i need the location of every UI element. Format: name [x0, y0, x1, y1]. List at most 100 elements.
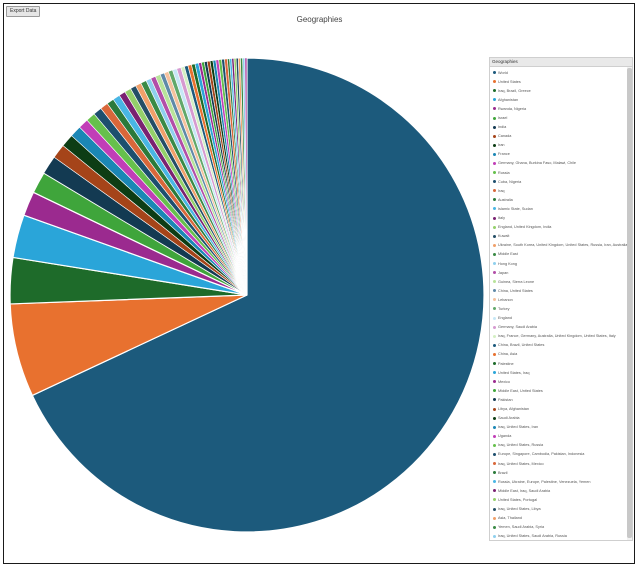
legend-item[interactable]: Mexico: [490, 377, 632, 386]
legend-item[interactable]: Middle East, United States: [490, 386, 632, 395]
legend-item[interactable]: China, Brazil, United States: [490, 341, 632, 350]
legend-item[interactable]: Kuwait: [490, 232, 632, 241]
legend-label: Iraq, United States, Russia: [498, 443, 544, 448]
legend-item[interactable]: United States, Portugal: [490, 495, 632, 504]
legend-swatch: [493, 171, 496, 175]
legend-label: Iraq, United States, Mexico: [498, 461, 544, 466]
legend-item[interactable]: Iraq, United States, Russia: [490, 441, 632, 450]
legend-label: England: [498, 316, 512, 321]
legend-swatch: [493, 371, 496, 375]
legend-item[interactable]: Europe, Singapore, Cambodia, Pakistan, I…: [490, 450, 632, 459]
legend-item[interactable]: Saudi Arabia: [490, 414, 632, 423]
legend-item[interactable]: Yemen, Saudi Arabia, Syria: [490, 523, 632, 532]
legend-swatch: [493, 189, 496, 193]
legend-swatch: [493, 180, 496, 184]
legend-item[interactable]: Pakistan: [490, 395, 632, 404]
legend-item[interactable]: Islamic State, Sudan: [490, 204, 632, 213]
legend-item[interactable]: Iraq, United States, Mexico: [490, 459, 632, 468]
legend-item[interactable]: Rwanda, Nigeria: [490, 104, 632, 113]
legend-item[interactable]: World: [490, 68, 632, 77]
legend-label: Germany, Ghana, Burkina Faso, Malawi, Ch…: [498, 161, 577, 166]
legend-label: Iraq, Brazil, Greece: [498, 88, 531, 93]
legend-item[interactable]: Asia, Thailand: [490, 514, 632, 523]
legend-item[interactable]: England: [490, 314, 632, 323]
legend-item[interactable]: Turkey: [490, 304, 632, 313]
legend-label: Kuwait: [498, 234, 510, 239]
legend-swatch: [493, 198, 496, 202]
legend-item[interactable]: Brazil: [490, 468, 632, 477]
legend-label: United States, Portugal: [498, 497, 538, 502]
legend-swatch: [493, 362, 496, 366]
legend-label: Libya, Afghanistan: [498, 407, 530, 412]
legend-label: China, Asia: [498, 352, 518, 357]
legend-item[interactable]: Italy: [490, 214, 632, 223]
legend-panel: Geographies World United States Iraq, Braz…: [489, 57, 633, 541]
legend-label: Islamic State, Sudan: [498, 206, 533, 211]
legend-swatch: [493, 107, 496, 111]
legend-item[interactable]: United States, Iraq: [490, 368, 632, 377]
legend-swatch: [493, 334, 496, 338]
legend-item[interactable]: Afghanistan: [490, 95, 632, 104]
legend-item[interactable]: China, United States: [490, 286, 632, 295]
legend-item[interactable]: Iraq, United States, Libya: [490, 505, 632, 514]
legend-item[interactable]: China, Asia: [490, 350, 632, 359]
legend-item[interactable]: Israel: [490, 113, 632, 122]
legend-item[interactable]: Iran: [490, 141, 632, 150]
legend-label: Japan: [498, 270, 509, 275]
legend-item[interactable]: Guinea, Sierra Leone: [490, 277, 632, 286]
legend-item[interactable]: Japan: [490, 268, 632, 277]
legend-swatch: [493, 471, 496, 475]
legend-item[interactable]: Libya, Afghanistan: [490, 404, 632, 413]
legend-swatch: [493, 262, 496, 266]
legend-swatch: [493, 207, 496, 211]
export-data-button[interactable]: Export Data: [6, 6, 41, 17]
legend-swatch: [493, 116, 496, 120]
pie-slice[interactable]: [244, 57, 248, 296]
legend-item[interactable]: Iraq, United States, Saudi Arabia, Russi…: [490, 532, 632, 540]
legend-swatch: [493, 343, 496, 347]
legend-label: Iraq, United States, Libya: [498, 507, 541, 512]
legend-item[interactable]: Middle East, Iraq, Saudi Arabia: [490, 486, 632, 495]
legend-label: Israel: [498, 116, 508, 121]
legend-item[interactable]: Iraq: [490, 186, 632, 195]
legend-swatch: [493, 416, 496, 420]
legend-item[interactable]: Iraq, France, Germany, Australia, United…: [490, 332, 632, 341]
legend-swatch: [493, 161, 496, 165]
legend-label: Iraq, France, Germany, Australia, United…: [498, 334, 616, 339]
legend-item[interactable]: Cuba, Nigeria: [490, 177, 632, 186]
legend-label: United States, Iraq: [498, 370, 530, 375]
legend-item[interactable]: Lebanon: [490, 295, 632, 304]
legend-item[interactable]: Middle East: [490, 250, 632, 259]
legend-item[interactable]: Hong Kong: [490, 259, 632, 268]
legend-item[interactable]: Canada: [490, 132, 632, 141]
legend-label: France: [498, 152, 510, 157]
legend-scrollbar[interactable]: [627, 68, 632, 538]
legend-item[interactable]: Palestine: [490, 359, 632, 368]
legend-label: World: [498, 70, 508, 75]
legend-item[interactable]: Iraq, Brazil, Greece: [490, 86, 632, 95]
legend-label: Canada: [498, 134, 512, 139]
legend-item[interactable]: Uganda: [490, 432, 632, 441]
legend-item[interactable]: Australia: [490, 195, 632, 204]
legend-item[interactable]: Russia, Ukraine, Europe, Palestine, Vene…: [490, 477, 632, 486]
legend-label: Middle East, United States: [498, 388, 543, 393]
legend-label: Germany, Saudi Arabia: [498, 325, 537, 330]
pie-slice[interactable]: [31, 57, 485, 533]
legend-label: China, Brazil, United States: [498, 343, 545, 348]
legend-item[interactable]: England, United Kingdom, India: [490, 223, 632, 232]
legend-item[interactable]: Germany, Saudi Arabia: [490, 323, 632, 332]
legend-label: Middle East: [498, 252, 518, 257]
legend-label: Saudi Arabia: [498, 416, 520, 421]
legend-item[interactable]: Iraq, United States, Iran: [490, 423, 632, 432]
legend-item[interactable]: Russia: [490, 168, 632, 177]
legend-item[interactable]: United States: [490, 77, 632, 86]
legend-label: Ukraine, South Korea, United Kingdom, Un…: [498, 243, 628, 248]
legend-label: Iraq, United States, Iran: [498, 425, 539, 430]
legend-item[interactable]: Germany, Ghana, Burkina Faso, Malawi, Ch…: [490, 159, 632, 168]
legend-item[interactable]: India: [490, 123, 632, 132]
legend-swatch: [493, 452, 496, 456]
legend-label: Palestine: [498, 361, 514, 366]
legend-item[interactable]: France: [490, 150, 632, 159]
legend-item[interactable]: Ukraine, South Korea, United Kingdom, Un…: [490, 241, 632, 250]
